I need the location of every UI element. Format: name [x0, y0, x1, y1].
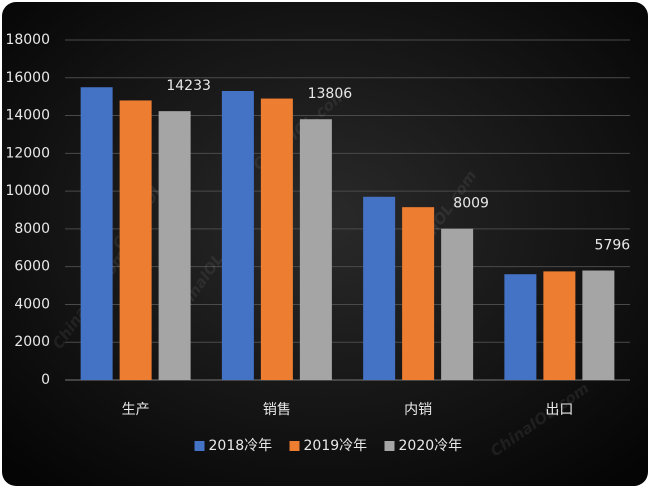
y-tick-label: 6000 — [14, 259, 50, 275]
data-label: 14233 — [166, 78, 211, 94]
bar — [119, 100, 152, 380]
y-tick-label: 8000 — [14, 221, 50, 237]
bar — [441, 228, 474, 380]
y-tick-label: 4000 — [14, 296, 50, 312]
bar — [582, 270, 615, 380]
bar — [299, 119, 332, 380]
y-tick-label: 16000 — [5, 70, 50, 86]
y-tick-label: 18000 — [5, 32, 50, 48]
y-tick-label: 12000 — [5, 145, 50, 161]
bar — [402, 207, 435, 380]
bar — [260, 98, 293, 381]
y-tick-label: 2000 — [14, 334, 50, 350]
data-label: 13806 — [308, 86, 353, 102]
legend-label: 2018冷年 — [209, 438, 273, 454]
legend-swatch — [194, 441, 205, 451]
data-label: 5796 — [595, 238, 631, 254]
y-tick-label: 0 — [41, 372, 50, 388]
legend-label: 2020冷年 — [399, 438, 463, 454]
x-tick-label: 销售 — [263, 402, 291, 418]
legend-swatch — [289, 441, 300, 451]
y-tick-label: 14000 — [5, 108, 50, 124]
legend-label: 2019冷年 — [304, 438, 368, 454]
x-tick-label: 出口 — [545, 402, 573, 418]
bar — [80, 87, 113, 380]
bar — [543, 271, 576, 380]
data-label: 8009 — [453, 196, 489, 212]
x-tick-label: 内销 — [404, 402, 432, 418]
legend-swatch — [384, 441, 395, 451]
bar — [504, 274, 537, 380]
bar — [221, 91, 254, 380]
bar — [363, 196, 396, 380]
y-tick-label: 10000 — [5, 183, 50, 199]
bar — [158, 111, 191, 380]
x-tick-label: 生产 — [122, 402, 150, 418]
